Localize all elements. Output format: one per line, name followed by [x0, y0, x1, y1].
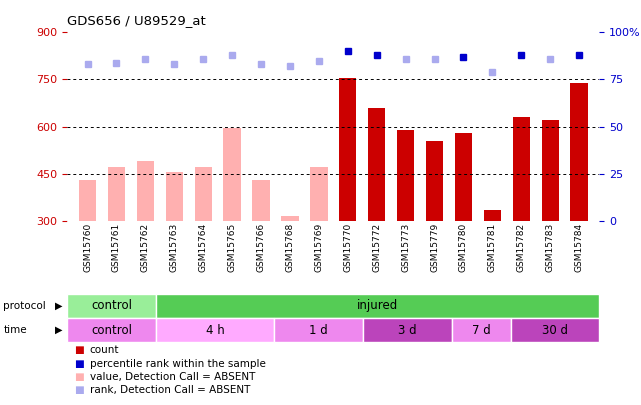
Text: GSM15763: GSM15763 — [170, 223, 179, 272]
Bar — [108, 167, 125, 221]
Bar — [363, 318, 451, 342]
Text: GSM15779: GSM15779 — [430, 223, 439, 272]
Text: GSM15760: GSM15760 — [83, 223, 92, 272]
Bar — [67, 318, 156, 342]
Text: GSM15784: GSM15784 — [574, 223, 583, 272]
Bar — [570, 83, 588, 221]
Text: GSM15781: GSM15781 — [488, 223, 497, 272]
Bar — [484, 210, 501, 221]
Bar — [339, 78, 356, 221]
Bar — [542, 120, 559, 221]
Bar — [253, 180, 270, 221]
Text: 3 d: 3 d — [398, 324, 417, 337]
Text: GSM15764: GSM15764 — [199, 223, 208, 272]
Bar — [194, 167, 212, 221]
Text: GSM15769: GSM15769 — [314, 223, 323, 272]
Bar — [397, 130, 414, 221]
Text: count: count — [90, 345, 119, 355]
Text: GSM15761: GSM15761 — [112, 223, 121, 272]
Bar — [511, 318, 599, 342]
Text: control: control — [91, 324, 132, 337]
Bar — [454, 133, 472, 221]
Text: ■: ■ — [74, 359, 83, 369]
Bar — [67, 294, 156, 318]
Text: ▶: ▶ — [55, 325, 63, 335]
Text: protocol: protocol — [3, 301, 46, 311]
Bar — [79, 180, 96, 221]
Bar — [156, 318, 274, 342]
Text: GSM15762: GSM15762 — [141, 223, 150, 272]
Text: time: time — [3, 325, 27, 335]
Bar — [426, 141, 443, 221]
Text: 4 h: 4 h — [206, 324, 224, 337]
Text: GSM15768: GSM15768 — [285, 223, 294, 272]
Text: 30 d: 30 d — [542, 324, 568, 337]
Text: injured: injured — [357, 299, 398, 312]
Bar — [451, 318, 511, 342]
Text: value, Detection Call = ABSENT: value, Detection Call = ABSENT — [90, 372, 255, 382]
Text: GSM15766: GSM15766 — [256, 223, 265, 272]
Bar — [165, 172, 183, 221]
Bar — [156, 294, 599, 318]
Text: GSM15765: GSM15765 — [228, 223, 237, 272]
Text: GSM15773: GSM15773 — [401, 223, 410, 272]
Text: control: control — [91, 299, 132, 312]
Bar — [368, 108, 385, 221]
Bar — [310, 167, 328, 221]
Text: ■: ■ — [74, 372, 83, 382]
Bar — [513, 117, 530, 221]
Text: 7 d: 7 d — [472, 324, 490, 337]
Bar — [281, 216, 299, 221]
Text: ■: ■ — [74, 386, 83, 395]
Text: GSM15782: GSM15782 — [517, 223, 526, 272]
Text: GDS656 / U89529_at: GDS656 / U89529_at — [67, 14, 206, 27]
Text: GSM15772: GSM15772 — [372, 223, 381, 272]
Text: rank, Detection Call = ABSENT: rank, Detection Call = ABSENT — [90, 386, 250, 395]
Bar — [137, 161, 154, 221]
Text: percentile rank within the sample: percentile rank within the sample — [90, 359, 265, 369]
Text: GSM15783: GSM15783 — [545, 223, 554, 272]
Bar — [224, 128, 241, 221]
Text: GSM15780: GSM15780 — [459, 223, 468, 272]
Text: 1 d: 1 d — [309, 324, 328, 337]
Bar — [274, 318, 363, 342]
Text: ■: ■ — [74, 345, 83, 355]
Text: ▶: ▶ — [55, 301, 63, 311]
Text: GSM15770: GSM15770 — [344, 223, 353, 272]
